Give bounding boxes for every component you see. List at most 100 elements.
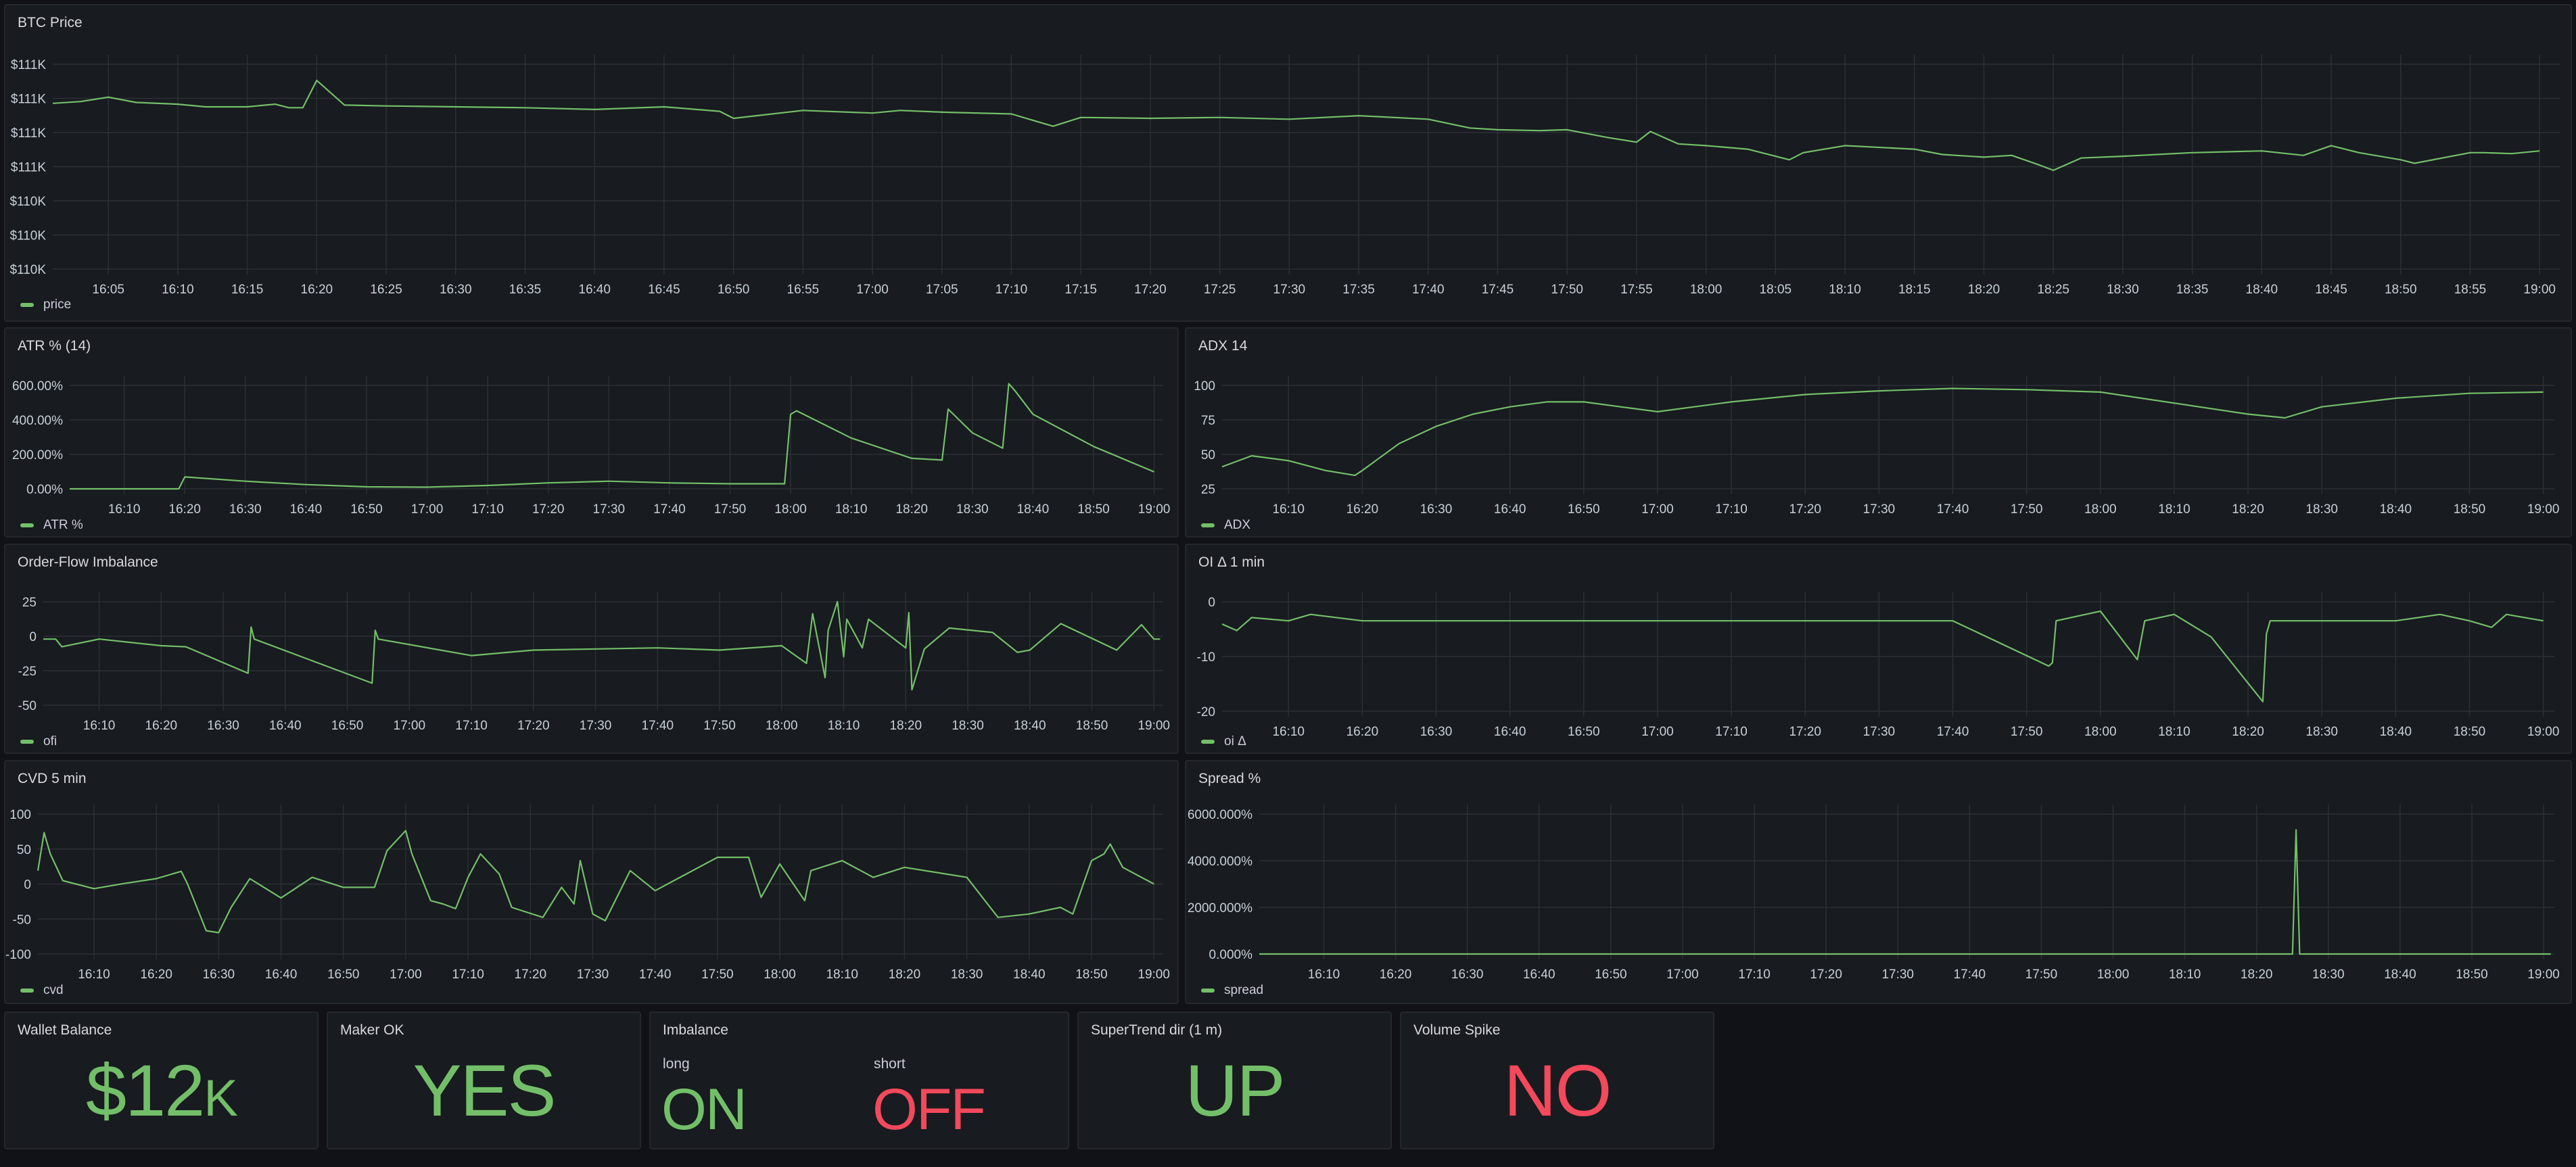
svg-text:17:50: 17:50 <box>703 719 736 733</box>
svg-text:16:10: 16:10 <box>108 502 141 517</box>
svg-text:18:00: 18:00 <box>1690 283 1723 297</box>
stat-supertrend[interactable]: SuperTrend dir (1 m) UP <box>1077 1011 1392 1149</box>
panel-title: ADX 14 <box>1198 338 1248 354</box>
svg-text:16:15: 16:15 <box>231 283 264 297</box>
btc-price-chart[interactable]: $111K $111K $111K $111K $110K $110K $110K 16:05… <box>5 5 2573 323</box>
svg-text:2000.000%: 2000.000% <box>1188 901 1252 915</box>
svg-text:19:00: 19:00 <box>1138 719 1170 733</box>
panel-title: Imbalance <box>663 1022 728 1038</box>
svg-text:17:00: 17:00 <box>390 968 422 982</box>
svg-text:18:30: 18:30 <box>951 968 983 982</box>
svg-text:17:55: 17:55 <box>1620 283 1653 297</box>
cvd-chart[interactable]: 100 50 0 -50 -100 16:10 16:20 16:30 16:40 16:50 17… <box>5 761 1180 1005</box>
svg-text:16:55: 16:55 <box>787 283 820 297</box>
svg-text:18:00: 18:00 <box>2084 725 2117 739</box>
panel-ofi[interactable]: Order-Flow Imbalance 25 0 -25 -50 16:10 16:20… <box>4 544 1179 754</box>
svg-text:$111K: $111K <box>11 126 46 141</box>
imbalance-short-label: short <box>874 1056 906 1072</box>
svg-text:17:40: 17:40 <box>639 968 672 982</box>
svg-text:18:10: 18:10 <box>2169 968 2201 982</box>
svg-text:19:00: 19:00 <box>1138 502 1171 517</box>
legend-swatch-icon <box>1201 989 1215 993</box>
svg-text:19:00: 19:00 <box>1138 968 1170 982</box>
legend-cvd[interactable]: cvd <box>20 983 64 998</box>
panel-cvd[interactable]: CVD 5 min 100 50 0 -50 -100 16:10 16:20 16:30 16… <box>4 760 1179 1004</box>
panel-title: Spread % <box>1198 771 1261 786</box>
svg-text:16:45: 16:45 <box>648 283 680 297</box>
svg-text:18:40: 18:40 <box>2384 968 2416 982</box>
stat-imbalance[interactable]: Imbalance long ON short OFF <box>649 1011 1069 1149</box>
legend-oi[interactable]: oi Δ <box>1201 734 1246 749</box>
svg-text:17:10: 17:10 <box>1738 968 1771 982</box>
svg-text:16:30: 16:30 <box>207 719 239 733</box>
svg-text:18:20: 18:20 <box>895 502 928 517</box>
legend-adx[interactable]: ADX <box>1201 518 1250 533</box>
spread-chart[interactable]: 6000.000% 4000.000% 2000.000% 0.000% 16:10 16… <box>1186 761 2573 1005</box>
stat-maker-ok[interactable]: Maker OK YES <box>327 1011 641 1149</box>
svg-text:16:40: 16:40 <box>290 502 323 517</box>
svg-text:17:00: 17:00 <box>394 719 426 733</box>
svg-text:16:10: 16:10 <box>78 968 110 982</box>
imbalance-long-value: ON <box>661 1077 747 1142</box>
svg-text:18:35: 18:35 <box>2176 283 2209 297</box>
svg-text:16:20: 16:20 <box>140 968 172 982</box>
svg-text:18:40: 18:40 <box>2246 283 2278 297</box>
svg-text:16:50: 16:50 <box>350 502 383 517</box>
svg-text:17:45: 17:45 <box>1482 283 1514 297</box>
svg-text:17:15: 17:15 <box>1064 283 1097 297</box>
volume-spike-value: NO <box>1503 1049 1612 1131</box>
legend-spread[interactable]: spread <box>1201 983 1263 998</box>
adx-chart[interactable]: 100 75 50 25 16:10 16:20 16:30 16:40 16:50 17:00 1… <box>1186 329 2573 539</box>
legend-label: ofi <box>43 734 57 748</box>
svg-text:-50: -50 <box>13 913 31 927</box>
supertrend-value: UP <box>1185 1049 1285 1131</box>
svg-text:16:30: 16:30 <box>229 502 262 517</box>
svg-text:17:40: 17:40 <box>653 502 686 517</box>
legend-ofi[interactable]: ofi <box>20 734 57 749</box>
legend-price[interactable]: price <box>20 297 71 312</box>
svg-text:$111K: $111K <box>11 58 46 72</box>
svg-text:16:30: 16:30 <box>1420 502 1453 517</box>
svg-text:17:50: 17:50 <box>714 502 747 517</box>
svg-text:18:20: 18:20 <box>889 719 922 733</box>
legend-label: spread <box>1224 983 1264 997</box>
panel-spread[interactable]: Spread % 6000.000% 4000.000% 2000.000% 0.00… <box>1185 760 2572 1004</box>
panel-oi[interactable]: OI Δ 1 min 0 -10 -20 16:10 16:20 16:30 16:40 16… <box>1185 544 2572 754</box>
svg-text:17:50: 17:50 <box>1551 283 1583 297</box>
imbalance-long-label: long <box>663 1056 690 1072</box>
svg-text:18:10: 18:10 <box>826 968 858 982</box>
legend-atr[interactable]: ATR % <box>20 518 83 533</box>
svg-text:18:15: 18:15 <box>1898 283 1931 297</box>
ofi-chart[interactable]: 25 0 -25 -50 16:10 16:20 16:30 16:40 16:50 17:00 1… <box>5 545 1180 755</box>
svg-text:17:50: 17:50 <box>2011 725 2043 739</box>
panel-atr[interactable]: ATR % (14) 600.00% 400.00% 200.00% 0.00% 16:… <box>4 327 1179 538</box>
svg-text:18:20: 18:20 <box>2232 502 2264 517</box>
svg-text:17:00: 17:00 <box>856 283 889 297</box>
svg-text:18:30: 18:30 <box>2107 283 2139 297</box>
svg-text:18:20: 18:20 <box>889 968 921 982</box>
series-line <box>52 79 2540 171</box>
svg-text:16:50: 16:50 <box>327 968 360 982</box>
svg-text:18:30: 18:30 <box>2305 502 2338 517</box>
stat-wallet-balance[interactable]: Wallet Balance $12K <box>4 1011 319 1149</box>
svg-text:17:10: 17:10 <box>1715 502 1748 517</box>
svg-text:17:10: 17:10 <box>452 968 484 982</box>
atr-chart[interactable]: 600.00% 400.00% 200.00% 0.00% 16:10 16:20 16:3… <box>5 329 1180 539</box>
svg-text:18:55: 18:55 <box>2454 283 2487 297</box>
panel-title: Wallet Balance <box>18 1022 112 1038</box>
oi-chart[interactable]: 0 -10 -20 16:10 16:20 16:30 16:40 16:50 17:00 17:… <box>1186 545 2573 755</box>
panel-adx[interactable]: ADX 14 100 75 50 25 16:10 16:20 16:30 16:40 16:5… <box>1185 327 2572 538</box>
svg-text:17:40: 17:40 <box>642 719 674 733</box>
legend-swatch-icon <box>20 989 34 993</box>
legend-swatch-icon <box>20 740 34 744</box>
stat-volume-spike[interactable]: Volume Spike NO <box>1400 1011 1714 1149</box>
svg-text:16:30: 16:30 <box>1451 968 1484 982</box>
svg-text:16:25: 16:25 <box>370 283 402 297</box>
svg-text:17:40: 17:40 <box>1937 725 1969 739</box>
legend-swatch-icon <box>1201 740 1215 744</box>
svg-text:17:40: 17:40 <box>1954 968 1986 982</box>
panel-btc-price[interactable]: BTC Price $111K $111K $111K $111K $110K $110K… <box>4 4 2572 322</box>
svg-text:-50: -50 <box>18 699 37 713</box>
svg-text:16:05: 16:05 <box>92 283 124 297</box>
svg-text:18:00: 18:00 <box>764 968 796 982</box>
